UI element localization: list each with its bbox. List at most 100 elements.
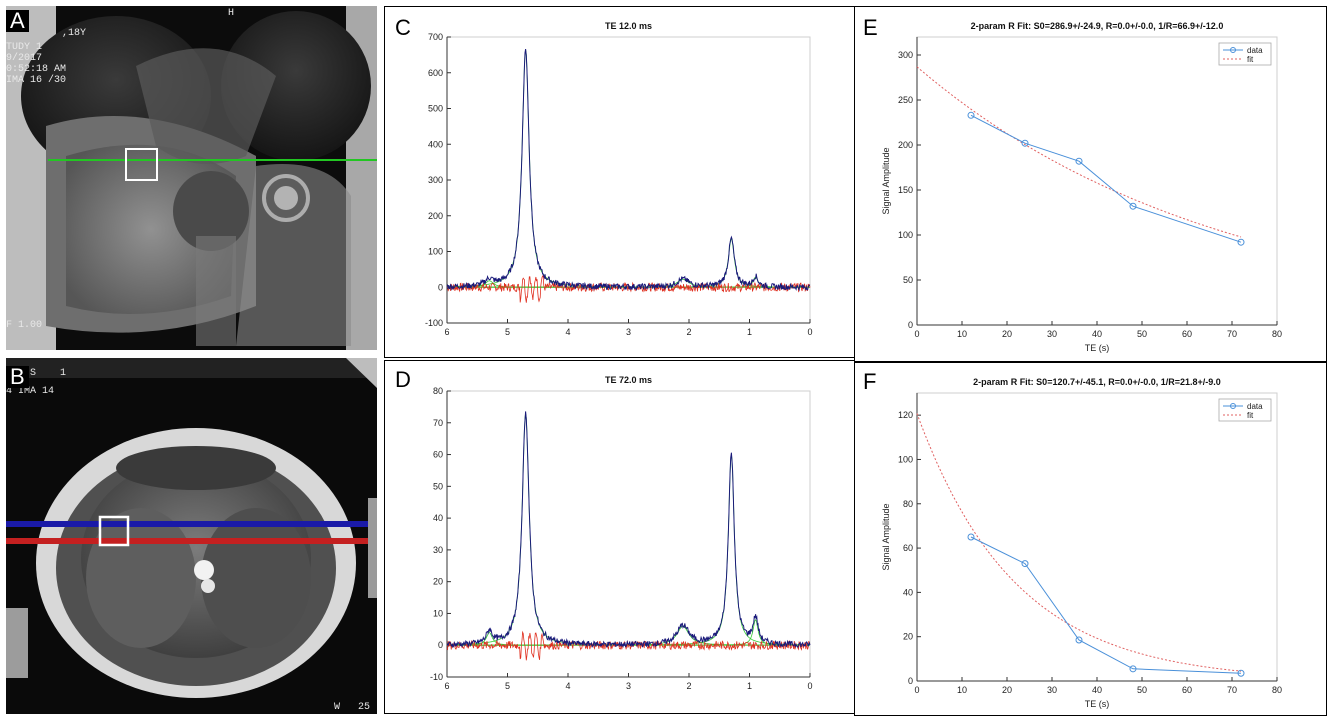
y-tick-label: 100 — [898, 230, 913, 240]
decay-fit-f-chart: 0 10 20 30 40 50 60 70 80 0 20 40 60 80 100 120 2-param … — [881, 377, 1282, 709]
x-tick-label: 70 — [1227, 329, 1237, 339]
overlay-line-1: 4 IMA 14 — [6, 386, 55, 397]
x-tick-label: 0 — [807, 327, 812, 337]
decay-fit-e-panel: 0 10 20 30 40 50 60 70 80 0 50 100 150 200 250 300 2-par… — [854, 6, 1327, 362]
x-tick-label: 40 — [1092, 685, 1102, 695]
fit-curve — [916, 66, 1242, 238]
x-tick-label: 40 — [1092, 329, 1102, 339]
y-tick-label: 80 — [903, 499, 913, 509]
legend-box — [1218, 398, 1272, 422]
x-tick-label: 50 — [1137, 329, 1147, 339]
x-tick-label: 50 — [1137, 685, 1147, 695]
x-tick-label: 3 — [626, 327, 631, 337]
y-tick-label: 80 — [433, 386, 443, 396]
fit-component-0 — [446, 413, 810, 646]
residual-line — [446, 275, 811, 303]
data-point — [967, 533, 975, 541]
window-text: W 25 — [334, 702, 371, 713]
x-tick-label: 3 — [626, 681, 631, 691]
x-tick-label: 2 — [686, 681, 691, 691]
legend-fit-label: fit — [1247, 411, 1254, 420]
y-tick-label: 150 — [898, 185, 913, 195]
y-tick-label: 300 — [428, 175, 443, 185]
y-tick-label: 0 — [908, 320, 913, 330]
fit-curve — [916, 413, 1242, 672]
spectrum-te12-chart: 6 5 4 3 2 1 0 -100 0 100 200 300 400 500 600 700 TE 12.0… — [425, 21, 813, 337]
data-point — [1129, 665, 1137, 673]
x-axis-label: TE (s) — [1085, 343, 1110, 353]
mri-coronal-drawing — [6, 6, 377, 350]
data-point — [1237, 669, 1245, 677]
decay-fit-f-panel: 0 10 20 30 40 50 60 70 80 0 20 40 60 80 100 120 2-param … — [854, 362, 1327, 716]
legend-data-marker — [1230, 47, 1236, 53]
y-tick-label: 100 — [428, 247, 443, 257]
data-point — [1021, 139, 1029, 147]
spectrum-line — [446, 411, 811, 649]
data-point — [967, 111, 975, 119]
x-tick-label: 1 — [747, 681, 752, 691]
y-tick-label: 500 — [428, 104, 443, 114]
residual-line — [446, 630, 811, 661]
chart-title: TE 12.0 ms — [605, 21, 652, 31]
legend-data-label: data — [1247, 46, 1263, 55]
y-axis-label: Signal Amplitude — [881, 147, 891, 214]
mri-coronal-image: ,18Y TUDY 1 9/2017 0:52:18 AM IMA 16 /30… — [6, 6, 377, 350]
y-tick-label: 200 — [898, 140, 913, 150]
chart-title: 2-param R Fit: S0=286.9+/-24.9, R=0.0+/-… — [971, 21, 1224, 31]
x-tick-label: 10 — [957, 685, 967, 695]
x-tick-label: 10 — [957, 329, 967, 339]
fit-component-0 — [447, 49, 810, 288]
y-tick-label: 250 — [898, 95, 913, 105]
spectrum-te72-panel: 6 5 4 3 2 1 0 -10 0 10 20 30 40 50 60 70 80 TE 72.0 ms D — [384, 360, 856, 714]
x-tick-label: 0 — [807, 681, 812, 691]
x-tick-label: 4 — [565, 327, 570, 337]
voxel-box — [98, 515, 130, 547]
x-tick-label: 80 — [1272, 685, 1282, 695]
x-tick-label: 80 — [1272, 329, 1282, 339]
y-tick-label: 100 — [898, 454, 913, 464]
overlay-line-4: IMA 16 /30 — [6, 75, 67, 86]
x-tick-label: 6 — [444, 327, 449, 337]
decay-fit-e-chart: 0 10 20 30 40 50 60 70 80 0 50 100 150 200 250 300 2-par… — [881, 21, 1282, 353]
x-tick-label: 20 — [1002, 329, 1012, 339]
overlay-line-1: TUDY 1 — [6, 42, 43, 53]
y-tick-label: 600 — [428, 68, 443, 78]
overlay-line-0: S 1 — [30, 368, 67, 379]
panel-label-e: E — [863, 15, 878, 40]
y-tick-label: 0 — [438, 282, 443, 292]
y-tick-label: 0 — [908, 676, 913, 686]
legend-data-marker — [1230, 403, 1236, 409]
y-tick-label: 40 — [903, 587, 913, 597]
mri-axial-drawing — [6, 358, 377, 714]
data-line — [970, 536, 1242, 674]
panel-label-f: F — [863, 369, 877, 394]
data-line — [970, 114, 1242, 243]
y-tick-label: 300 — [898, 50, 913, 60]
y-tick-label: 20 — [903, 632, 913, 642]
y-tick-label: 30 — [433, 545, 443, 555]
data-point — [1129, 202, 1137, 210]
mri-axial-image: S 1 4 IMA 14 W 25 B — [6, 358, 377, 714]
voxel-box — [125, 148, 158, 181]
x-tick-label: 1 — [747, 327, 752, 337]
x-tick-label: 2 — [686, 327, 691, 337]
y-tick-label: 200 — [428, 211, 443, 221]
y-tick-label: -100 — [425, 318, 443, 328]
scale-text: F 1.00 — [6, 320, 43, 331]
y-tick-label: 50 — [903, 275, 913, 285]
x-tick-label: 4 — [565, 681, 570, 691]
orientation-marker: H — [228, 8, 235, 19]
data-point — [1075, 636, 1083, 644]
spectrum-te12-panel: 6 5 4 3 2 1 0 -100 0 100 200 300 400 500 600 700 TE 12.0… — [384, 6, 856, 358]
x-tick-label: 0 — [914, 329, 919, 339]
legend-data-label: data — [1247, 402, 1263, 411]
chart-title: 2-param R Fit: S0=120.7+/-45.1, R=0.0+/-… — [973, 377, 1221, 387]
x-tick-label: 30 — [1047, 329, 1057, 339]
data-point — [1021, 560, 1029, 568]
chart-title: TE 72.0 ms — [605, 375, 652, 385]
y-tick-label: 0 — [438, 640, 443, 650]
panel-label-c: C — [395, 15, 411, 40]
x-tick-label: 5 — [505, 681, 510, 691]
panel-label-a: A — [6, 10, 29, 32]
